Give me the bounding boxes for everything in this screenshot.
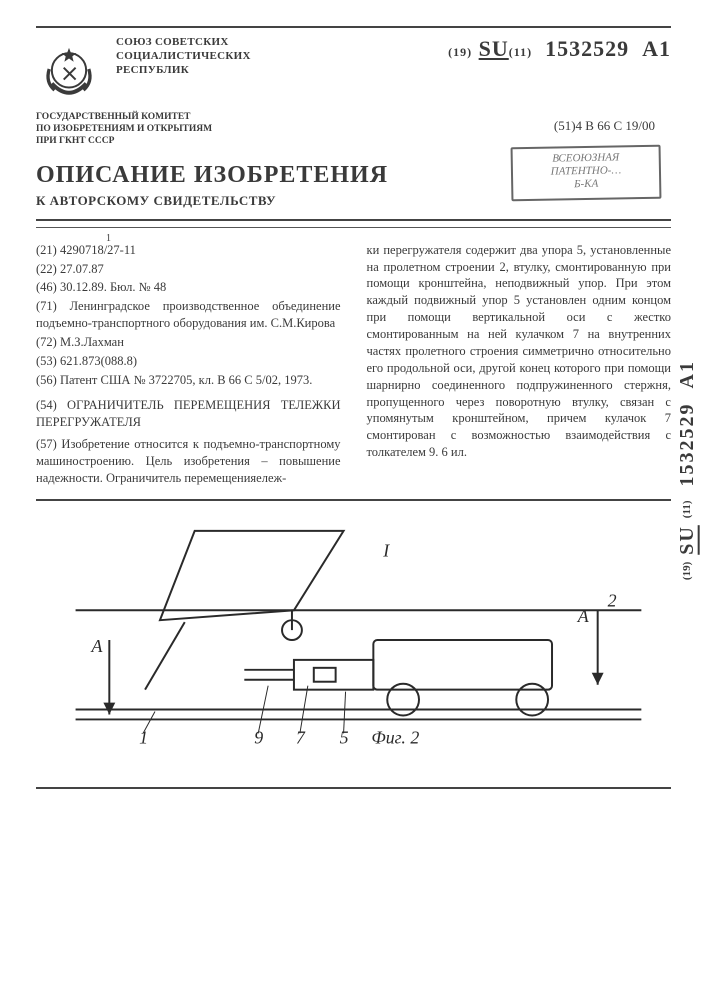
field-53: (53) 621.873(088.8) xyxy=(36,353,341,370)
committee-label: ГОСУДАРСТВЕННЫЙ КОМИТЕТ ПО ИЗОБРЕТЕНИЯМ … xyxy=(36,112,256,148)
figure-caption: Фиг. 2 xyxy=(371,727,419,747)
fig-label-A-right: A xyxy=(577,606,589,626)
classification: (51)4 B 66 C 19/00 xyxy=(554,118,655,134)
publication-number: (19) SU(11) 1532529 A1 xyxy=(448,36,671,62)
fig-label-A-left: A xyxy=(90,636,102,656)
figure-2: I 2 A A 1 9 7 5 Фиг. 2 xyxy=(36,499,671,789)
field-54: (54) ОГРАНИЧИТЕЛЬ ПЕРЕМЕЩЕНИЯ ТЕЛЕЖКИ ПЕ… xyxy=(36,397,341,431)
column-left: (21) 4290718/27-11 (22) 27.07.87 (46) 30… xyxy=(36,242,341,487)
fig-label-7: 7 xyxy=(296,727,306,747)
column-right: ки перегружателя содержит два упора 5, у… xyxy=(367,242,672,487)
field-46: (46) 30.12.89. Бюл. № 48 xyxy=(36,279,341,296)
fig-label-I: I xyxy=(382,541,390,561)
fig-label-1: 1 xyxy=(139,727,148,747)
field-22: (22) 27.07.87 xyxy=(36,261,341,278)
side-publication-number: (19) SU (11) 1532529 A1 xyxy=(676,360,699,580)
library-stamp: ВСЕОЮЗНАЯ ПАТЕНТНО-… Б-КА xyxy=(511,145,662,202)
field-57: (57) Изобретение относится к подъемно-тр… xyxy=(36,436,341,487)
field-21: (21) 4290718/27-11 xyxy=(36,242,341,259)
field-71: (71) Ленинградское производственное объе… xyxy=(36,298,341,332)
field-72: (72) М.З.Лахман xyxy=(36,334,341,351)
body-columns: (21) 4290718/27-11 (22) 27.07.87 (46) 30… xyxy=(36,242,671,487)
bibliography: (21) 4290718/27-11 (22) 27.07.87 (46) 30… xyxy=(36,242,341,389)
fig-label-2: 2 xyxy=(608,590,617,610)
abstract-continued: ки перегружателя содержит два упора 5, у… xyxy=(367,242,672,461)
field-56: (56) Патент США № 3722705, кл. B 66 C 5/… xyxy=(36,372,341,389)
union-label: СОЮЗ СОВЕТСКИХ СОЦИАЛИСТИЧЕСКИХ РЕСПУБЛИ… xyxy=(116,36,251,77)
header-row: СОЮЗ СОВЕТСКИХ СОЦИАЛИСТИЧЕСКИХ РЕСПУБЛИ… xyxy=(36,36,671,102)
figure-drawing: I 2 A A 1 9 7 5 Фиг. 2 xyxy=(40,511,667,779)
ussr-emblem-icon xyxy=(36,36,102,102)
